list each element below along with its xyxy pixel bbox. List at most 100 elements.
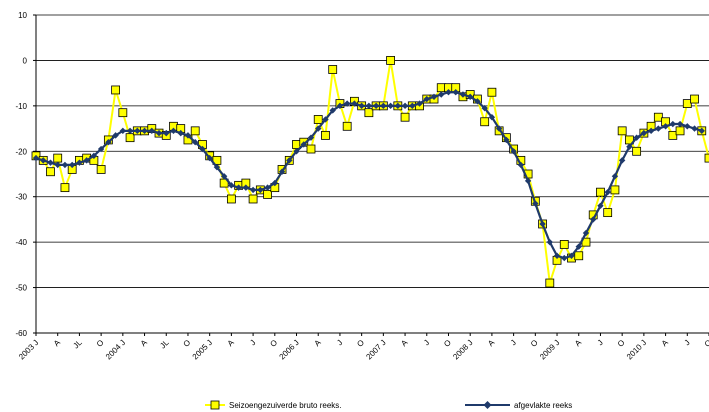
series-smooth-point bbox=[372, 102, 380, 110]
series-raw-point bbox=[118, 108, 128, 118]
y-tick-label: -20 bbox=[15, 147, 27, 156]
x-tick-label: O bbox=[529, 338, 540, 349]
y-tick-label: -30 bbox=[15, 193, 27, 202]
series-smooth-point bbox=[430, 93, 438, 100]
series-smooth-point bbox=[343, 100, 351, 107]
series-raw-point bbox=[125, 133, 135, 143]
x-tick-label: O bbox=[355, 338, 366, 349]
series-smooth-point bbox=[163, 129, 170, 137]
series-smooth-point bbox=[611, 173, 619, 180]
series-smooth-point bbox=[539, 220, 546, 228]
series-raw-point bbox=[342, 121, 352, 131]
series-raw-point bbox=[226, 194, 236, 204]
series-raw-point bbox=[617, 126, 627, 136]
series-smooth-point bbox=[249, 186, 257, 194]
x-tick-label: O bbox=[95, 338, 106, 349]
series-raw-point bbox=[386, 56, 395, 65]
legend-label-smooth: afgevlakte reeks bbox=[514, 401, 572, 410]
series-smooth-point bbox=[61, 161, 69, 169]
series-smooth-point bbox=[590, 216, 597, 223]
series-smooth-point bbox=[97, 145, 105, 153]
x-tick-label: O bbox=[616, 338, 627, 349]
axes bbox=[33, 14, 709, 336]
series-smooth-point bbox=[278, 168, 286, 175]
series-smooth-point bbox=[329, 107, 336, 114]
x-tick-label: J bbox=[422, 338, 431, 347]
series-smooth-point bbox=[438, 91, 445, 98]
x-tick-label: O bbox=[703, 338, 709, 349]
series-smooth-point bbox=[206, 154, 213, 162]
series-smooth-point bbox=[691, 125, 698, 132]
series-raw-point bbox=[313, 115, 323, 124]
series-smooth-point bbox=[568, 252, 575, 259]
series-smooth-point bbox=[315, 125, 322, 132]
series-smooth-point bbox=[126, 127, 134, 135]
series-smooth-point bbox=[481, 104, 488, 112]
series-raw-point bbox=[96, 165, 106, 174]
series-smooth-point bbox=[582, 229, 590, 237]
x-tick-label: A bbox=[52, 338, 63, 349]
series-smooth-point bbox=[105, 139, 112, 146]
series-smooth-point bbox=[510, 148, 517, 155]
legend-marker-smooth bbox=[483, 401, 492, 409]
series-raw-point bbox=[46, 167, 55, 177]
series-smooth-point bbox=[553, 252, 561, 259]
y-tick-label: -60 bbox=[15, 329, 27, 338]
series-raw-point bbox=[574, 251, 584, 261]
series-smooth-point bbox=[532, 200, 539, 207]
series-smooth-point bbox=[662, 123, 669, 130]
series-smooth-point bbox=[141, 127, 148, 135]
x-tick-label: A bbox=[573, 338, 584, 349]
x-tick-label: A bbox=[312, 338, 323, 349]
series-raw-point bbox=[190, 126, 200, 136]
series-raw-point bbox=[653, 112, 663, 122]
series-smooth-point bbox=[148, 127, 155, 135]
series-raw-point bbox=[400, 112, 410, 122]
x-tick-label: A bbox=[139, 338, 150, 349]
series-smooth-point bbox=[409, 102, 416, 110]
series-smooth-point bbox=[561, 254, 568, 262]
series-smooth-point bbox=[466, 93, 474, 100]
y-tick-label: -10 bbox=[15, 102, 27, 111]
series-smooth-point bbox=[257, 186, 264, 194]
series-smooth-point bbox=[336, 102, 344, 110]
series-smooth-point bbox=[416, 100, 423, 107]
series-smooth-point bbox=[495, 125, 503, 132]
series-smooth-point bbox=[76, 159, 83, 166]
x-tick-label: J bbox=[683, 338, 692, 347]
series-smooth-point bbox=[83, 157, 90, 164]
series-raw-point bbox=[306, 144, 316, 154]
series-smooth-point bbox=[184, 132, 192, 139]
x-tick-label: A bbox=[399, 338, 410, 349]
series-smooth-point bbox=[575, 243, 582, 250]
series-smooth-point bbox=[517, 161, 525, 169]
series-raw-point bbox=[263, 190, 272, 199]
series-smooth-point bbox=[459, 91, 467, 98]
series-smooth-point bbox=[380, 102, 387, 110]
series-smooth-point bbox=[503, 136, 510, 144]
series-raw-point bbox=[545, 278, 555, 288]
series-smooth-point bbox=[54, 161, 61, 169]
series-smooth-point bbox=[213, 163, 221, 171]
series-smooth bbox=[32, 89, 705, 262]
x-tick-label: A bbox=[486, 338, 497, 349]
series-raw-point bbox=[487, 87, 497, 97]
series-smooth-point bbox=[300, 141, 307, 148]
series-smooth-point bbox=[32, 154, 40, 162]
y-tick-label: 10 bbox=[18, 11, 27, 20]
y-tick-label: -40 bbox=[15, 238, 27, 247]
series-smooth-point bbox=[445, 89, 452, 96]
series-smooth-point bbox=[423, 95, 430, 103]
series-smooth-point bbox=[684, 123, 691, 130]
series-raw-point bbox=[111, 85, 121, 95]
series-smooth-point bbox=[351, 100, 358, 107]
x-tick-label: J bbox=[335, 338, 344, 347]
legend-item-raw: Seizoengezuiverde bruto reeks. bbox=[205, 400, 342, 410]
x-tick-label: O bbox=[268, 338, 279, 349]
series-smooth-point bbox=[655, 125, 662, 132]
series-smooth-point bbox=[676, 120, 684, 128]
legend-label-raw: Seizoengezuiverde bruto reeks. bbox=[229, 401, 342, 410]
series-smooth-point bbox=[698, 127, 705, 135]
series-smooth-point bbox=[647, 127, 655, 135]
